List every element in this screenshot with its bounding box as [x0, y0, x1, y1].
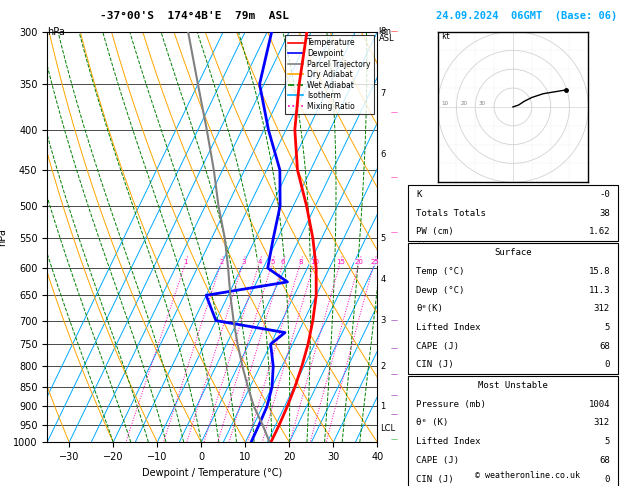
Text: 2: 2	[381, 362, 386, 371]
Text: km: km	[379, 27, 392, 36]
Text: 4: 4	[381, 275, 386, 284]
Text: Lifted Index: Lifted Index	[416, 323, 481, 332]
Text: 24.09.2024  06GMT  (Base: 06): 24.09.2024 06GMT (Base: 06)	[437, 11, 618, 21]
Text: 20: 20	[460, 101, 467, 106]
Legend: Temperature, Dewpoint, Parcel Trajectory, Dry Adiabat, Wet Adiabat, Isotherm, Mi: Temperature, Dewpoint, Parcel Trajectory…	[285, 35, 374, 114]
Text: 20: 20	[355, 260, 364, 265]
Text: 1004: 1004	[588, 399, 610, 409]
Text: hPa: hPa	[47, 27, 65, 37]
Text: 5: 5	[381, 234, 386, 243]
Text: 0: 0	[604, 360, 610, 369]
Text: 6: 6	[381, 150, 386, 159]
Text: —: —	[391, 372, 398, 378]
Text: 10: 10	[310, 260, 319, 265]
Text: CIN (J): CIN (J)	[416, 360, 454, 369]
Text: 38: 38	[599, 208, 610, 218]
Text: 6: 6	[281, 260, 286, 265]
Text: 5: 5	[604, 323, 610, 332]
Y-axis label: hPa: hPa	[0, 228, 8, 246]
Text: —: —	[391, 229, 398, 235]
Text: 7: 7	[381, 89, 386, 98]
Text: —: —	[391, 29, 398, 35]
Text: CIN (J): CIN (J)	[416, 474, 454, 484]
Text: 3: 3	[381, 316, 386, 325]
Text: Lifted Index: Lifted Index	[416, 437, 481, 446]
Text: kt: kt	[442, 32, 450, 41]
Text: 8: 8	[298, 260, 303, 265]
Text: —: —	[391, 346, 398, 352]
Text: CAPE (J): CAPE (J)	[416, 456, 459, 465]
Text: © weatheronline.co.uk: © weatheronline.co.uk	[475, 471, 579, 480]
Text: Surface: Surface	[494, 248, 532, 257]
Text: 5: 5	[270, 260, 275, 265]
Text: -37°00'S  174°4B'E  79m  ASL: -37°00'S 174°4B'E 79m ASL	[101, 11, 289, 21]
Text: θᵉ (K): θᵉ (K)	[416, 418, 448, 428]
Text: —: —	[391, 411, 398, 417]
Text: Pressure (mb): Pressure (mb)	[416, 399, 486, 409]
Text: -0: -0	[599, 190, 610, 199]
Text: Totals Totals: Totals Totals	[416, 208, 486, 218]
Text: 25: 25	[370, 260, 379, 265]
Text: 2: 2	[219, 260, 223, 265]
Text: 15: 15	[336, 260, 345, 265]
Text: 8: 8	[381, 27, 386, 36]
Text: Temp (°C): Temp (°C)	[416, 267, 464, 276]
Text: —: —	[391, 109, 398, 115]
Text: ASL: ASL	[379, 34, 394, 43]
Text: LCL: LCL	[381, 424, 396, 433]
Text: 1.62: 1.62	[588, 227, 610, 237]
Text: 11.3: 11.3	[588, 285, 610, 295]
Text: K: K	[416, 190, 421, 199]
Text: —: —	[391, 436, 398, 442]
Text: 5: 5	[604, 437, 610, 446]
Text: Mixing Ratio (g/kg): Mixing Ratio (g/kg)	[416, 197, 425, 277]
Text: θᵉ(K): θᵉ(K)	[416, 304, 443, 313]
Text: 1: 1	[184, 260, 188, 265]
Text: CAPE (J): CAPE (J)	[416, 342, 459, 351]
Text: PW (cm): PW (cm)	[416, 227, 454, 237]
Text: —: —	[391, 392, 398, 398]
Text: 312: 312	[594, 304, 610, 313]
Text: Most Unstable: Most Unstable	[478, 381, 548, 390]
Text: 3: 3	[241, 260, 246, 265]
X-axis label: Dewpoint / Temperature (°C): Dewpoint / Temperature (°C)	[142, 468, 282, 478]
Text: 0: 0	[604, 474, 610, 484]
Text: 68: 68	[599, 456, 610, 465]
Text: 312: 312	[594, 418, 610, 428]
Text: 10: 10	[442, 101, 448, 106]
Text: 15.8: 15.8	[588, 267, 610, 276]
Text: —: —	[391, 174, 398, 180]
Text: —: —	[391, 317, 398, 324]
Text: 4: 4	[257, 260, 262, 265]
Text: Dewp (°C): Dewp (°C)	[416, 285, 464, 295]
Text: 1: 1	[381, 402, 386, 411]
Text: 68: 68	[599, 342, 610, 351]
Text: 30: 30	[479, 101, 486, 106]
